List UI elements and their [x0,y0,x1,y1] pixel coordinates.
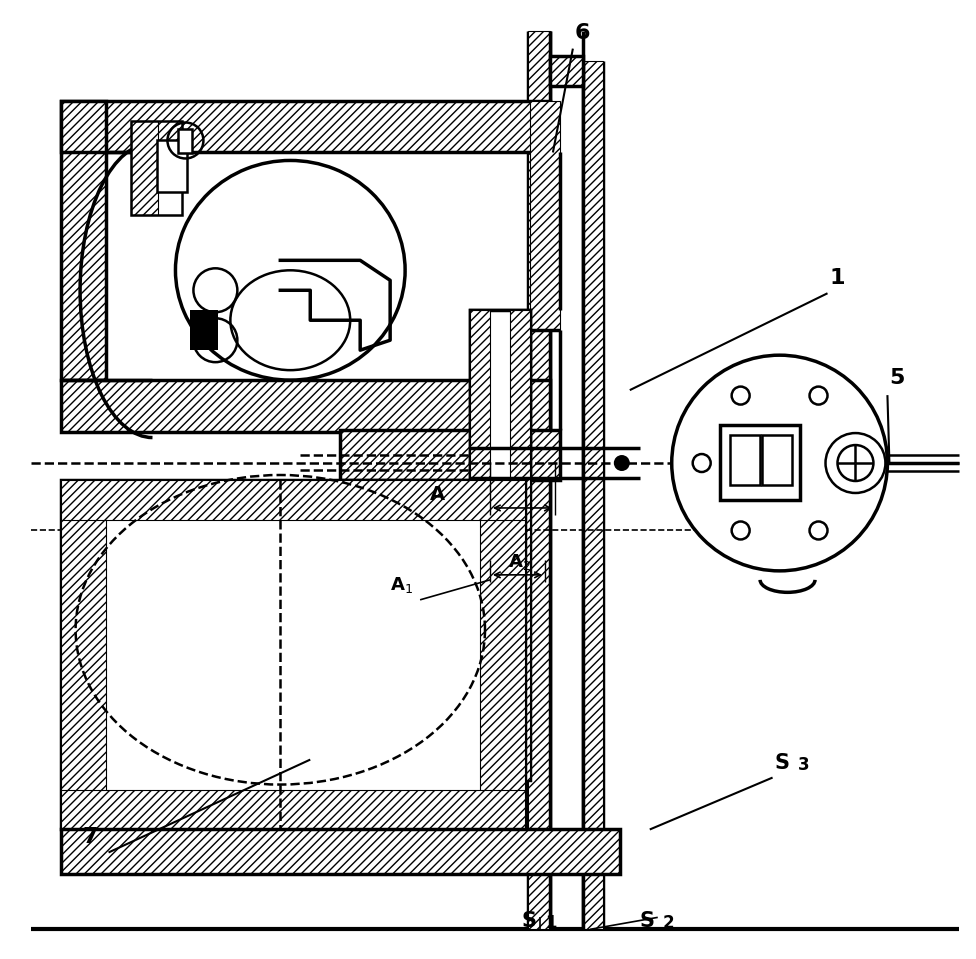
Text: 1: 1 [830,269,845,289]
Bar [190,311,219,350]
Bar [61,480,105,830]
Bar [61,830,620,875]
Bar [719,425,799,500]
Text: 5: 5 [889,368,905,388]
Text: 2: 2 [663,914,674,932]
Bar [480,480,525,830]
Bar [470,311,530,480]
Text: S: S [522,911,537,931]
Bar [549,56,583,85]
Bar [583,60,603,929]
Bar [730,435,759,485]
Bar [761,435,792,485]
Bar [61,789,525,830]
Bar [61,380,549,433]
Bar [470,311,530,780]
Text: 1: 1 [545,914,556,932]
Circle shape [826,433,885,493]
Bar [549,56,583,85]
Bar [61,101,105,380]
Bar [157,140,187,193]
Bar [61,101,549,152]
Text: S: S [640,911,655,931]
Bar [61,101,105,380]
Bar [61,480,525,520]
Text: 3: 3 [797,756,809,774]
Text: A: A [430,485,445,504]
Bar [528,31,549,929]
Bar [549,31,583,929]
Bar [61,480,525,830]
Bar [131,121,158,216]
Bar [61,830,620,875]
Bar [341,430,560,480]
Circle shape [614,455,630,471]
Text: 6: 6 [575,23,590,42]
Bar [61,101,549,152]
Text: A$_2$: A$_2$ [508,551,531,572]
Bar [131,121,183,216]
Bar [61,380,549,433]
Circle shape [837,445,874,481]
Bar [530,101,560,330]
Bar [179,129,192,153]
Bar [341,430,560,480]
Bar [470,311,490,780]
Text: A$_1$: A$_1$ [390,574,413,595]
Circle shape [671,355,887,571]
Text: S: S [775,753,790,773]
Text: 7: 7 [83,828,98,848]
Bar [510,311,530,780]
